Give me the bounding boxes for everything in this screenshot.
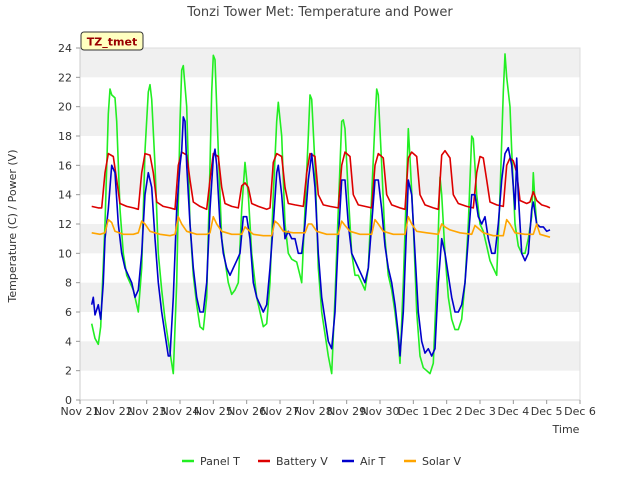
badge-box xyxy=(80,31,144,51)
grid-band xyxy=(80,106,580,136)
y-tick-label: 14 xyxy=(58,189,72,202)
x-tick-label: Dec 5 xyxy=(531,405,563,418)
x-tick-label: Nov 28 xyxy=(294,405,333,418)
x-tick-label: Dec 1 xyxy=(397,405,429,418)
grid-band xyxy=(80,48,580,78)
chart-title: Tonzi Tower Met: Temperature and Power xyxy=(186,5,453,20)
x-tick-label: Nov 21 xyxy=(61,405,100,418)
y-tick-label: 18 xyxy=(58,130,72,143)
grid-band xyxy=(80,165,580,195)
legend-label: Air T xyxy=(360,455,386,468)
badge: TZ_tmet xyxy=(80,31,144,51)
x-tick-label: Nov 25 xyxy=(194,405,233,418)
x-tick-label: Nov 24 xyxy=(161,405,200,418)
legend-label: Panel T xyxy=(200,455,240,468)
x-axis-label: Time xyxy=(552,423,580,436)
legend-label: Solar V xyxy=(422,455,462,468)
background-bands xyxy=(80,48,580,371)
series-line-solar-v xyxy=(91,215,551,238)
x-tick-label: Nov 26 xyxy=(227,405,266,418)
grid-band xyxy=(80,282,580,312)
y-axis-label: Temperature (C) / Power (V) xyxy=(6,149,19,303)
legend: Panel T Battery V Air T Solar V xyxy=(182,455,462,468)
legend-label: Battery V xyxy=(276,455,328,468)
y-tick-label: 16 xyxy=(58,159,72,172)
y-tick-label: 10 xyxy=(58,247,72,260)
y-tick-label: 0 xyxy=(65,394,72,407)
x-tick-label: Dec 3 xyxy=(464,405,496,418)
y-tick-label: 22 xyxy=(58,71,72,84)
x-tick-label: Nov 22 xyxy=(94,405,133,418)
series-line-battery-v xyxy=(91,149,551,211)
x-tick-label: Dec 2 xyxy=(431,405,463,418)
x-tick-label: Nov 30 xyxy=(361,405,400,418)
x-tick-label: Nov 27 xyxy=(261,405,300,418)
y-tick-label: 24 xyxy=(58,42,72,55)
badge-label: TZ_tmet xyxy=(87,36,137,49)
x-tick-label: Dec 4 xyxy=(497,405,529,418)
y-tick-label: 6 xyxy=(65,306,72,319)
x-tick-label: Nov 29 xyxy=(327,405,366,418)
series-line-air-t xyxy=(90,116,551,357)
y-tick-label: 2 xyxy=(65,365,72,378)
y-tick-label: 12 xyxy=(58,218,72,231)
series-lines xyxy=(90,53,551,375)
y-tick-label: 8 xyxy=(65,277,72,290)
y-tick-label: 20 xyxy=(58,101,72,114)
x-tick-label: Dec 6 xyxy=(564,405,596,418)
x-tick-label: Nov 23 xyxy=(127,405,166,418)
y-tick-label: 4 xyxy=(65,335,72,348)
